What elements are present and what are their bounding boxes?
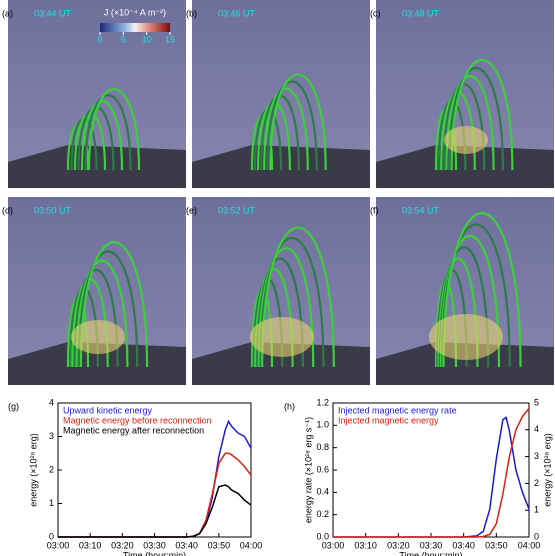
current-sheet	[429, 314, 503, 360]
colorbar-tick-label: 15	[165, 34, 175, 44]
y-tick-label: 0.2	[316, 509, 329, 519]
x-tick-label: 03:50	[485, 540, 508, 550]
field-line	[269, 73, 327, 171]
y-tick-label: 0.4	[316, 487, 329, 497]
y2-axis-label: energy (×10²⁸ erg)	[542, 433, 552, 507]
panel-time: 03:54 UT	[402, 205, 440, 215]
series-line	[58, 419, 252, 538]
y-tick-label: 1.2	[316, 397, 329, 407]
panel-time: 03:52 UT	[218, 205, 256, 215]
panel-label: (c)	[370, 8, 381, 18]
y2-tick-label: 4	[534, 424, 539, 434]
field-line	[75, 259, 129, 368]
x-axis-label: Time (hour:min)	[123, 550, 186, 556]
y2-tick-label: 0	[534, 531, 539, 541]
current-sheet	[250, 317, 314, 357]
x-tick-label: 03:00	[47, 540, 70, 550]
x-axis-label: Time (hour:min)	[399, 550, 462, 556]
x-tick-label: 03:30	[420, 540, 443, 550]
y-tick-label: 0.0	[316, 531, 329, 541]
y2-tick-label: 3	[534, 451, 539, 461]
panel-label: (f)	[370, 205, 379, 215]
field-line	[450, 59, 514, 171]
legend-entry: Injected magnetic energy	[338, 415, 439, 425]
panel-label: (a)	[2, 8, 13, 18]
series-line	[333, 416, 530, 538]
x-tick-label: 03:40	[175, 540, 198, 550]
x-tick-label: 04:00	[518, 540, 541, 550]
colorbar-tick-label: 10	[142, 34, 152, 44]
legend-entry: Magnetic energy before reconnection	[63, 415, 212, 425]
field-line	[256, 257, 304, 368]
field-line	[77, 250, 139, 368]
panel-label: (b)	[186, 8, 197, 18]
legend-entry: Upward kinetic energy	[63, 405, 153, 415]
y-axis-label: energy rate (×10²⁸ erg s⁻¹)	[303, 417, 313, 523]
field-line	[261, 226, 335, 368]
x-tick-label: 03:00	[322, 540, 345, 550]
series-line	[333, 407, 530, 538]
field-line	[257, 247, 315, 368]
field-line	[84, 93, 132, 171]
colorbar-tick-label: 0	[97, 34, 102, 44]
x-tick-label: 03:20	[387, 540, 410, 550]
y-axis-label: energy (×10²⁸ erg)	[28, 433, 38, 507]
colorbar	[100, 23, 170, 32]
panel-time: 03:46 UT	[218, 8, 256, 18]
y-tick-label: 0	[49, 531, 54, 541]
y-tick-label: 0.6	[316, 464, 329, 474]
field-line	[80, 100, 124, 171]
panel-label: (h)	[284, 401, 295, 411]
y2-tick-label: 1	[534, 505, 539, 515]
field-line	[259, 237, 325, 368]
current-sheet	[71, 320, 125, 354]
field-line	[266, 80, 318, 171]
y2-tick-label: 2	[534, 478, 539, 488]
y-tick-label: 2	[49, 464, 54, 474]
field-line	[79, 241, 149, 368]
panel-label: (g)	[8, 401, 19, 411]
x-tick-label: 03:20	[111, 540, 134, 550]
x-tick-label: 03:40	[452, 540, 475, 550]
x-tick-label: 03:10	[354, 540, 377, 550]
y-tick-label: 3	[49, 431, 54, 441]
current-sheet	[444, 126, 488, 154]
y-tick-label: 0.8	[316, 442, 329, 452]
series-line	[58, 484, 252, 538]
floor	[192, 342, 370, 385]
x-tick-label: 03:50	[208, 540, 231, 550]
field-line	[442, 212, 522, 368]
x-tick-label: 03:10	[79, 540, 102, 550]
series-line	[58, 452, 252, 538]
panel-time: 03:44 UT	[34, 8, 72, 18]
colorbar-tick-label: 5	[121, 34, 126, 44]
x-tick-label: 03:30	[143, 540, 166, 550]
field-line	[445, 75, 495, 171]
panel-label: (e)	[186, 205, 197, 215]
y2-tick-label: 5	[534, 397, 539, 407]
y-tick-label: 4	[49, 397, 54, 407]
panel-time: 03:50 UT	[34, 205, 72, 215]
field-line	[447, 67, 505, 171]
legend-entry: Magnetic energy after reconnection	[63, 425, 204, 435]
y-tick-label: 1.0	[316, 420, 329, 430]
colorbar-title: J (×10⁻⁴ A m⁻²)	[104, 7, 166, 17]
field-line	[87, 88, 141, 171]
legend-entry: Injected magnetic energy rate	[338, 405, 457, 415]
y-tick-label: 1	[49, 498, 54, 508]
panel-time: 03:48 UT	[402, 8, 440, 18]
x-tick-label: 04:00	[240, 540, 263, 550]
field-line	[73, 268, 119, 368]
field-line	[263, 87, 309, 171]
panel-label: (d)	[2, 205, 13, 215]
